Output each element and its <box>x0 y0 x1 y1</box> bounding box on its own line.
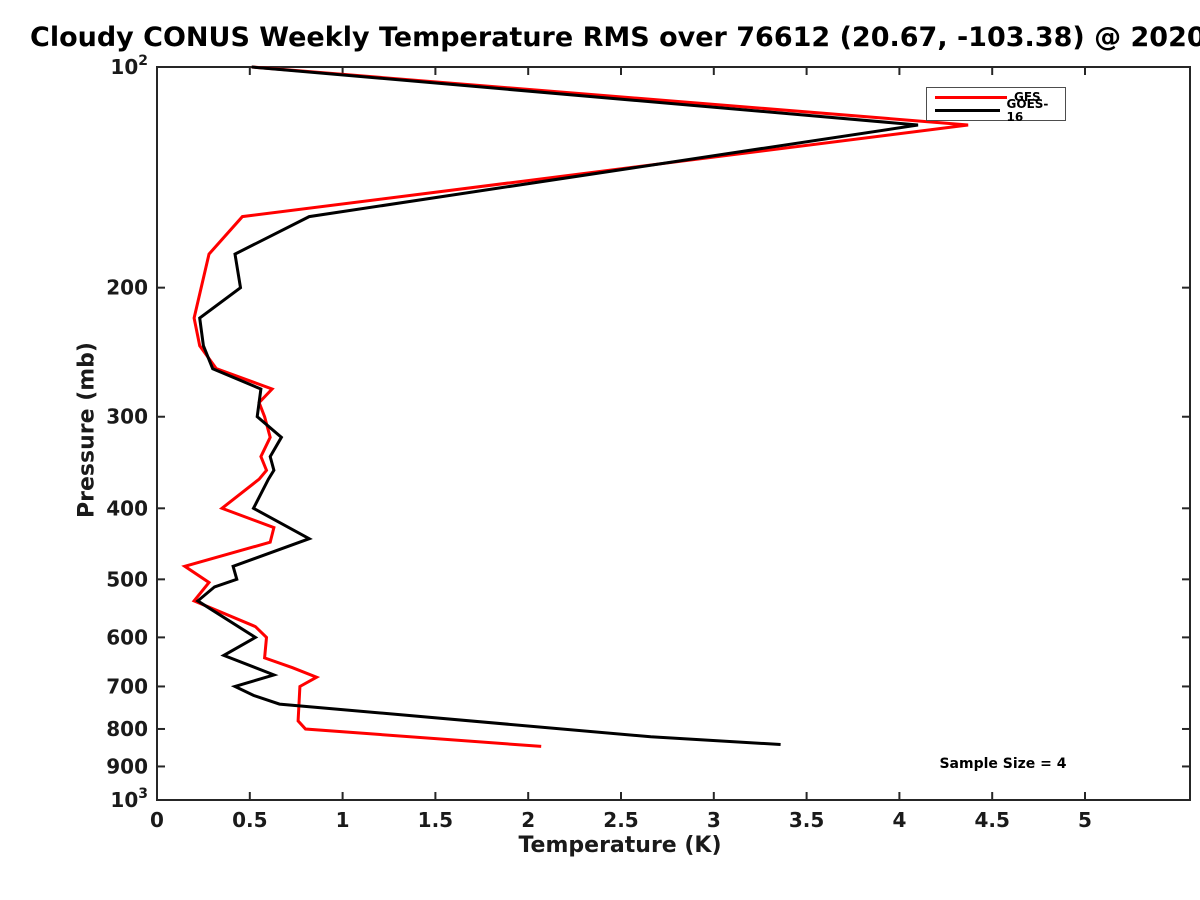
y-tick-label: 800 <box>106 717 148 741</box>
y-tick-label: 500 <box>106 567 148 591</box>
x-tick-label: 1 <box>336 808 350 832</box>
legend-item-goes-16: GOES-16 <box>935 97 1059 123</box>
chart-title: Cloudy CONUS Weekly Temperature RMS over… <box>30 22 1200 53</box>
x-tick-label: 0.5 <box>232 808 267 832</box>
legend: GFS GOES-16 <box>926 87 1066 123</box>
x-tick-label: 0 <box>150 808 164 832</box>
y-tick-label: 400 <box>106 496 148 520</box>
y-tick-label: 103 <box>110 786 148 812</box>
x-tick-label: 3 <box>707 808 721 832</box>
x-tick-label: 4.5 <box>974 808 1009 832</box>
x-tick-label: 4 <box>892 808 906 832</box>
sample-size-annotation: Sample Size = 4 <box>939 756 1067 772</box>
legend-label: GOES-16 <box>1006 96 1049 124</box>
y-tick-label: 600 <box>106 625 148 649</box>
x-tick-label: 5 <box>1078 808 1092 832</box>
legend-item-gfs: GFS <box>935 91 1059 104</box>
y-tick-label: 300 <box>106 405 148 429</box>
y-tick-label: 700 <box>106 674 148 698</box>
x-axis-label: Temperature (K) <box>518 833 722 858</box>
legend-line-sample <box>935 96 1007 99</box>
y-tick-label: 102 <box>110 53 148 79</box>
series-line-gfs <box>181 65 969 748</box>
axes-frame <box>156 66 1191 801</box>
y-tick-label: 900 <box>106 754 148 778</box>
y-tick-label: 200 <box>106 276 148 300</box>
x-tick-label: 2.5 <box>603 808 638 832</box>
x-tick-label: 1.5 <box>418 808 453 832</box>
legend-label: GFS <box>1014 90 1041 104</box>
x-tick-label: 3.5 <box>789 808 824 832</box>
series-line-goes-16 <box>195 65 919 746</box>
x-tick-label: 2 <box>521 808 535 832</box>
legend-line-sample <box>935 109 1000 112</box>
y-axis-label: Pressure (mb) <box>74 342 100 518</box>
